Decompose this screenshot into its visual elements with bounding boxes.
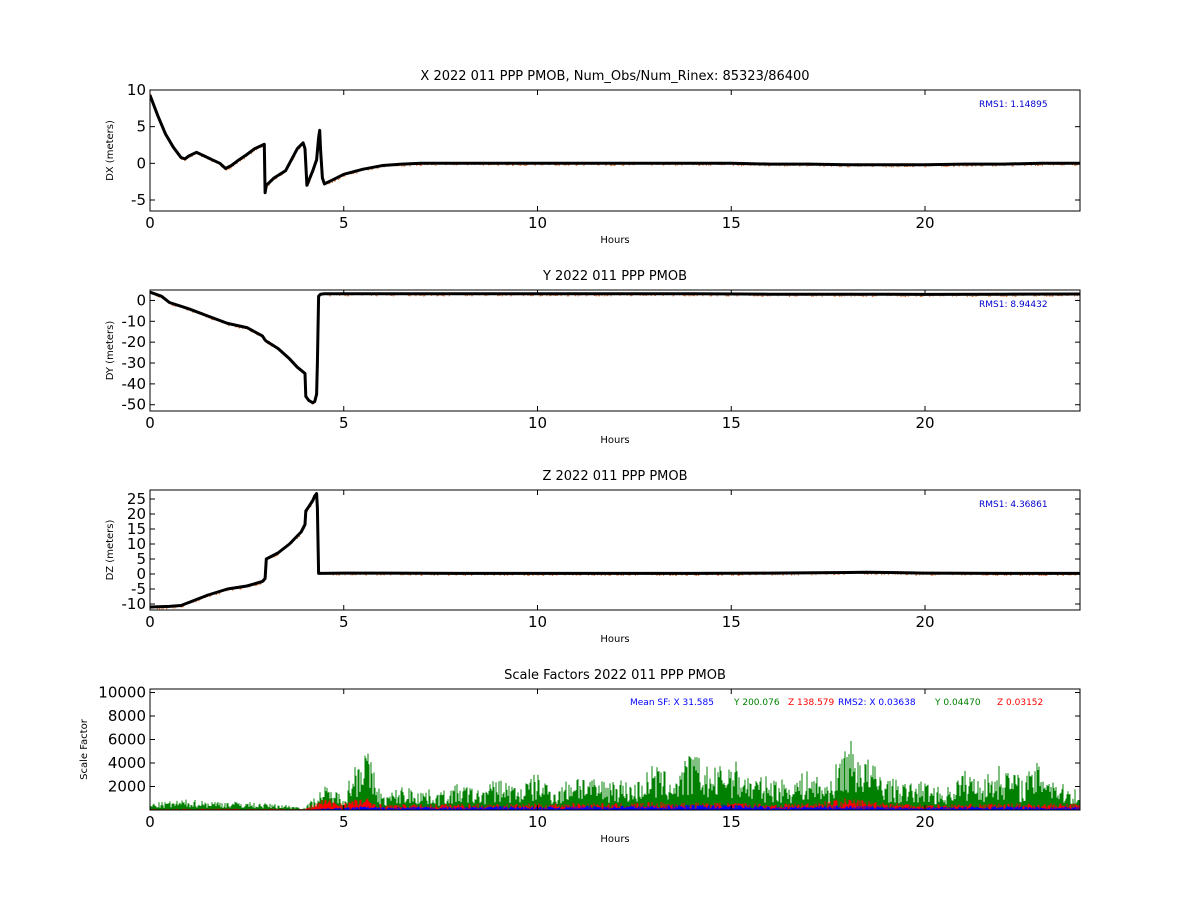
- sf-annotation-5: Y 0.04470: [934, 698, 981, 708]
- series-y-spikes: [150, 741, 1080, 810]
- sf-annotation-3: Z 138.579: [788, 698, 835, 708]
- scatter-points: [152, 292, 1080, 405]
- y-tick-label: -5: [131, 580, 146, 598]
- x-tick-label: 0: [145, 214, 155, 232]
- y-tick-label: 0: [136, 291, 146, 309]
- chart-title: Z 2022 011 PPP PMOB: [542, 469, 687, 484]
- y-tick-label: -20: [122, 333, 147, 351]
- y-axis-label: DX (meters): [105, 120, 116, 181]
- y-tick-label: 2000: [108, 778, 146, 796]
- x-axis-label: Hours: [600, 435, 629, 446]
- series-x-spikes: [150, 804, 1080, 810]
- x-tick-label: 20: [915, 414, 934, 432]
- rms-annotation: RMS1: 4.36861: [979, 500, 1048, 510]
- chart-title: Y 2022 011 PPP PMOB: [542, 269, 687, 284]
- x-tick-label: 5: [339, 214, 349, 232]
- axes-frame: [149, 289, 1081, 412]
- y-tick-label: -30: [122, 354, 147, 372]
- plot-area-4: [150, 741, 1080, 810]
- axes-frame: [149, 489, 1081, 611]
- sf-annotation-2: Y 200.076: [733, 698, 780, 708]
- sf-annotation-6: Z 0.03152: [997, 698, 1043, 708]
- series-line: [150, 492, 1080, 609]
- x-tick-label: 20: [915, 813, 934, 831]
- plot-area-3: [150, 492, 1080, 610]
- y-tick-label: 5: [136, 118, 146, 136]
- y-tick-label: 8000: [108, 707, 146, 725]
- y-tick-label: -10: [122, 595, 147, 613]
- x-tick-label: 5: [339, 414, 349, 432]
- x-tick-label: 5: [339, 813, 349, 831]
- sf-annotation-4: RMS2: X 0.03638: [838, 698, 916, 708]
- y-tick-label: 5: [136, 550, 146, 568]
- axes-frame: [149, 688, 1081, 811]
- y-tick-label: 10000: [98, 684, 146, 702]
- y-tick-label: 15: [127, 520, 146, 538]
- rms-annotation: RMS1: 8.94432: [979, 300, 1048, 310]
- y-tick-label: 0: [136, 154, 146, 172]
- x-tick-label: 10: [528, 813, 547, 831]
- x-tick-label: 15: [722, 613, 741, 631]
- x-tick-label: 10: [528, 214, 547, 232]
- x-axis-label: Hours: [600, 834, 629, 845]
- y-tick-label: 10: [127, 81, 146, 99]
- series-line: [150, 94, 1080, 195]
- y-axis-label: DZ (meters): [105, 519, 116, 580]
- y-tick-label: -50: [122, 396, 147, 414]
- y-tick-label: -10: [122, 312, 147, 330]
- y-tick-label: -40: [122, 375, 147, 393]
- x-tick-label: 20: [915, 613, 934, 631]
- y-tick-label: 0: [136, 565, 146, 583]
- panel-1: 0 5 10 15 20 -5 0 5 10 X 2022 011 PPP PMOB, Num_O…: [105, 69, 1081, 246]
- x-tick-label: 0: [145, 414, 155, 432]
- x-tick-label: 5: [339, 613, 349, 631]
- y-axis-label: DY (meters): [105, 321, 116, 381]
- chart-title: X 2022 011 PPP PMOB, Num_Obs/Num_Rinex: …: [420, 69, 809, 84]
- x-tick-label: 15: [722, 813, 741, 831]
- x-tick-label: 10: [528, 613, 547, 631]
- x-axis-label: Hours: [600, 235, 629, 246]
- y-tick-label: 20: [127, 505, 146, 523]
- x-tick-label: 15: [722, 214, 741, 232]
- x-axis-label: Hours: [600, 634, 629, 645]
- y-tick-label: 6000: [108, 731, 146, 749]
- series-line: [150, 290, 1080, 405]
- x-tick-label: 15: [722, 414, 741, 432]
- scatter-points: [150, 494, 1080, 610]
- x-tick-label: 0: [145, 813, 155, 831]
- rms-annotation: RMS1: 1.14895: [979, 100, 1048, 110]
- y-tick-label: 10: [127, 535, 146, 553]
- y-tick-label: -5: [131, 191, 146, 209]
- x-tick-label: 10: [528, 414, 547, 432]
- x-tick-label: 20: [915, 214, 934, 232]
- scatter-points: [150, 94, 1078, 190]
- y-tick-label: 4000: [108, 754, 146, 772]
- sf-annotation-1: Mean SF: X 31.585: [630, 698, 714, 708]
- axes-frame: [149, 89, 1081, 212]
- panel-2: 0 5 10 15 20 -50 -40 -30 -20 -10 0 Y 2022 011 PPP P…: [105, 269, 1081, 446]
- panel-4: 0 5 10 15 20 2000 4000 6000 8000 10000 Scale Facto…: [79, 668, 1081, 845]
- plot-area-1: [150, 94, 1080, 195]
- x-tick-label: 0: [145, 613, 155, 631]
- y-axis-label: Scale Factor: [79, 718, 90, 780]
- chart-title: Scale Factors 2022 011 PPP PMOB: [504, 668, 726, 683]
- plot-area-2: [150, 290, 1080, 405]
- y-tick-label: 25: [127, 490, 146, 508]
